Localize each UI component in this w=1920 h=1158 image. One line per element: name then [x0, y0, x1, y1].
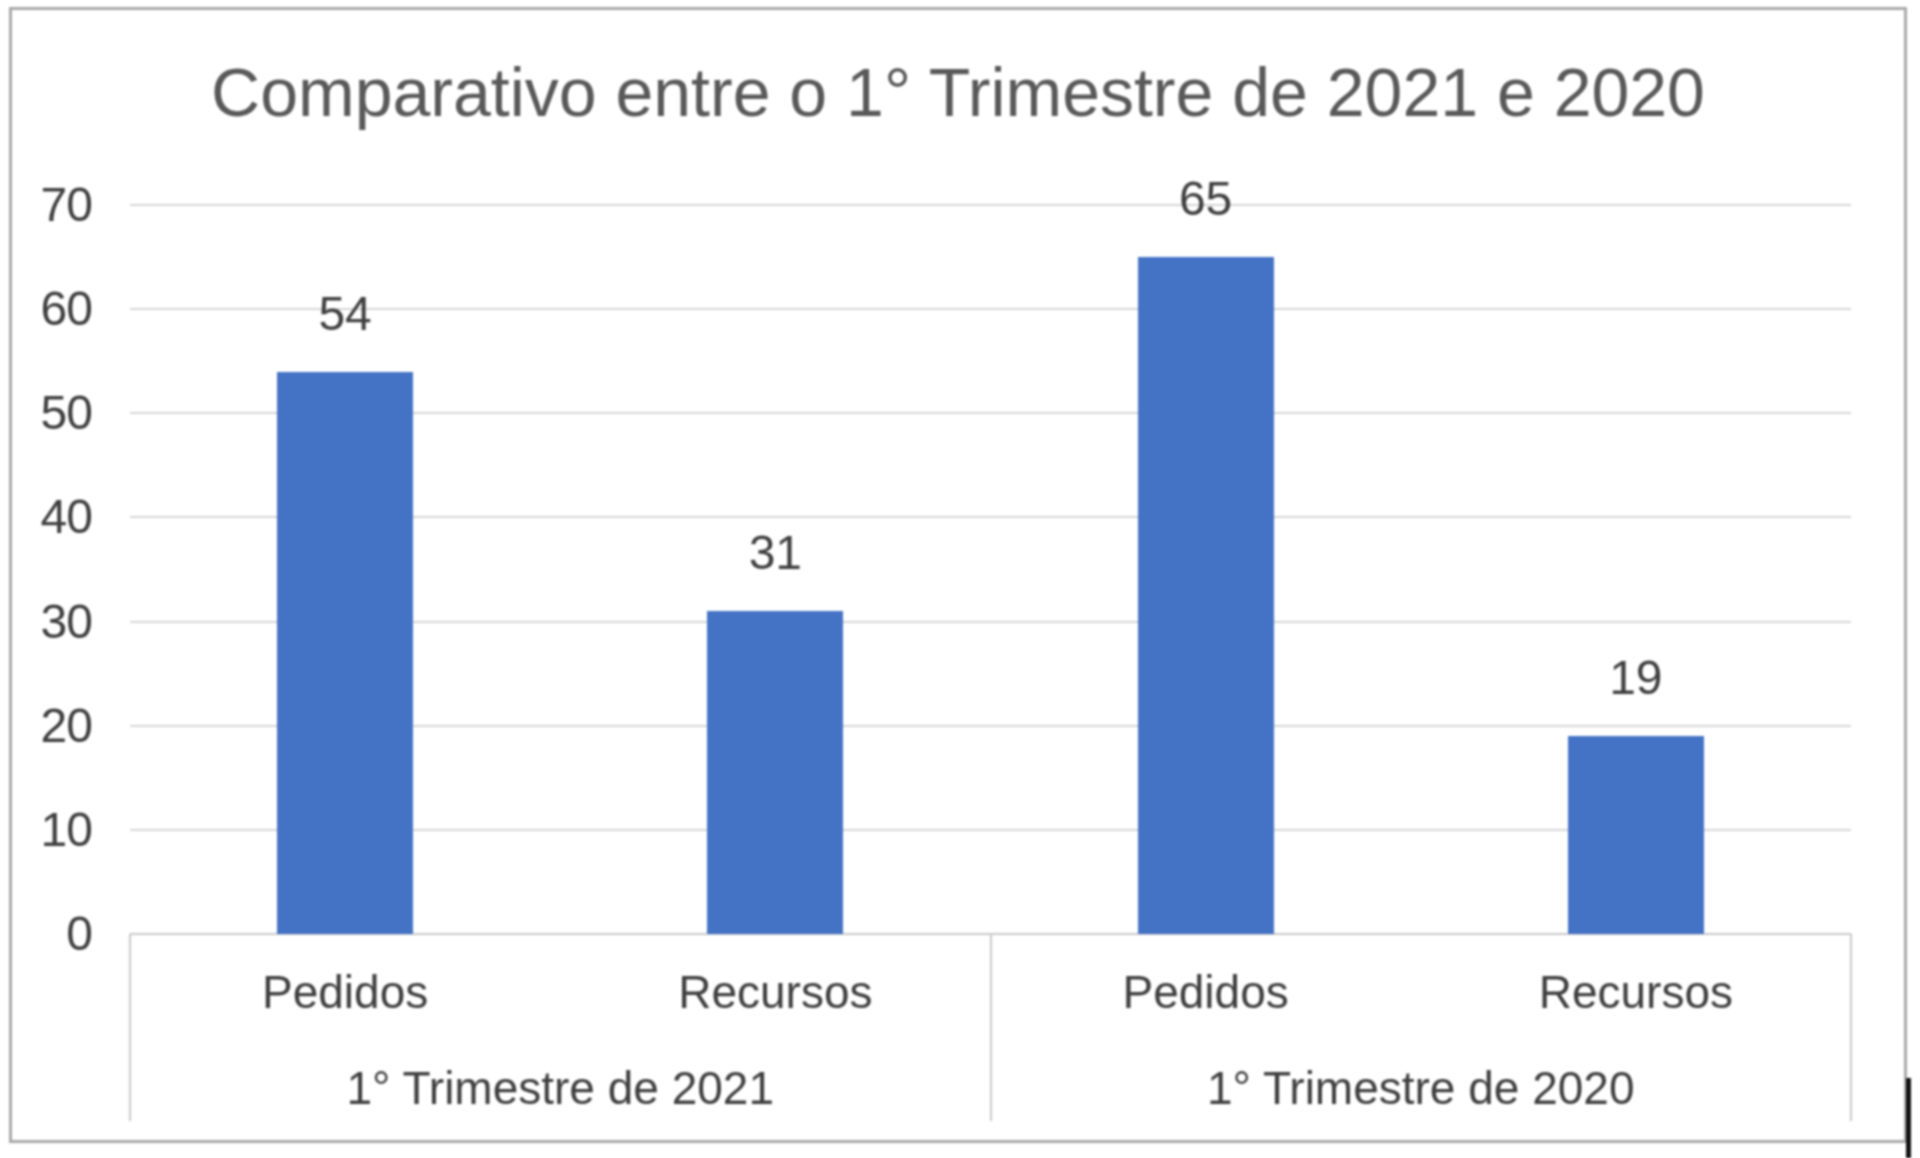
chart-title: Comparativo entre o 1° Trimestre de 2021…: [12, 53, 1904, 131]
bar-value-label: 19: [1536, 653, 1736, 703]
y-axis-tick-label: 70: [0, 180, 92, 230]
bar-value-label: 31: [675, 528, 875, 578]
bar-chart-screenshot: Comparativo entre o 1° Trimestre de 2021…: [0, 0, 1920, 1158]
y-axis-tick-label: 50: [0, 388, 92, 438]
screen-edge-artifact: [1906, 1078, 1911, 1158]
chart-frame: Comparativo entre o 1° Trimestre de 2021…: [9, 7, 1907, 1143]
bar-value-label: 54: [245, 289, 445, 339]
bar: [1138, 257, 1274, 934]
y-axis-tick-label: 30: [0, 597, 92, 647]
y-axis-tick-label: 10: [0, 805, 92, 855]
y-axis-tick-label: 40: [0, 492, 92, 542]
y-axis-tick-label: 60: [0, 284, 92, 334]
y-axis-tick-label: 20: [0, 701, 92, 751]
gridline: [130, 204, 1851, 206]
x-axis-category-label: Recursos: [1421, 969, 1851, 1015]
bar: [1568, 736, 1704, 934]
x-axis-category-label: Pedidos: [130, 969, 560, 1015]
x-axis-group-label: 1° Trimestre de 2021: [130, 1065, 990, 1111]
x-axis-category-label: Pedidos: [991, 969, 1421, 1015]
bar-value-label: 65: [1106, 174, 1306, 224]
x-axis-category-label: Recursos: [560, 969, 990, 1015]
x-axis-group-label: 1° Trimestre de 2020: [991, 1065, 1851, 1111]
bar: [707, 611, 843, 934]
y-axis-tick-label: 0: [0, 909, 92, 959]
bar: [277, 372, 413, 934]
